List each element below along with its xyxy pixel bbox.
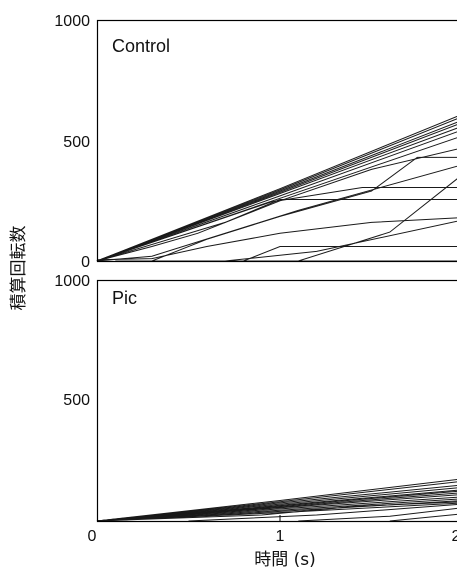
pic-y-tick-1000: 1000 — [54, 273, 90, 290]
control-series-line-11 — [96, 217, 457, 261]
pic-series-line-12 — [96, 502, 457, 522]
pic-y-tick-500: 500 — [63, 392, 90, 409]
control-y-tick-0: 0 — [81, 254, 90, 271]
control-series-line-10 — [96, 148, 457, 262]
y-axis-label: 積算回転数 — [9, 226, 29, 311]
pic-series-group — [96, 479, 457, 522]
control-plot-frame — [96, 19, 457, 263]
pic-series-line-14 — [188, 504, 457, 522]
pic-panel: Pic 1000 500 — [54, 273, 457, 523]
control-series-line-13 — [115, 246, 457, 262]
pic-plot-frame — [96, 279, 457, 523]
control-series-line-17 — [96, 165, 457, 262]
pic-panel-label: Pic — [112, 288, 137, 308]
x-tick-2: 2 — [452, 528, 457, 545]
control-series-line-3 — [96, 121, 457, 262]
control-y-tick-500: 500 — [63, 134, 90, 151]
control-series-line-5 — [96, 127, 457, 262]
control-series-group — [96, 115, 457, 262]
control-series-line-8 — [96, 187, 457, 262]
control-y-tick-1000: 1000 — [54, 13, 90, 30]
control-series-line-9 — [96, 199, 457, 262]
pic-series-line-13 — [96, 501, 457, 522]
pic-series-line-15 — [298, 507, 457, 522]
pic-series-line-16 — [389, 513, 457, 522]
control-series-line-2 — [96, 115, 457, 262]
control-panel-label: Control — [112, 36, 170, 56]
control-series-line-6 — [96, 131, 457, 262]
x-tick-0: 0 — [88, 528, 97, 545]
control-panel: Control 1000 500 0 — [54, 13, 457, 271]
control-series-line-14 — [225, 220, 457, 262]
x-tick-1: 1 — [276, 528, 285, 545]
x-axis-label: 時間 (s) — [254, 550, 316, 570]
x-axis: 0 1 2 時間 (s) — [88, 515, 457, 570]
control-series-line-15 — [298, 178, 457, 262]
control-series-line-12 — [151, 156, 457, 262]
